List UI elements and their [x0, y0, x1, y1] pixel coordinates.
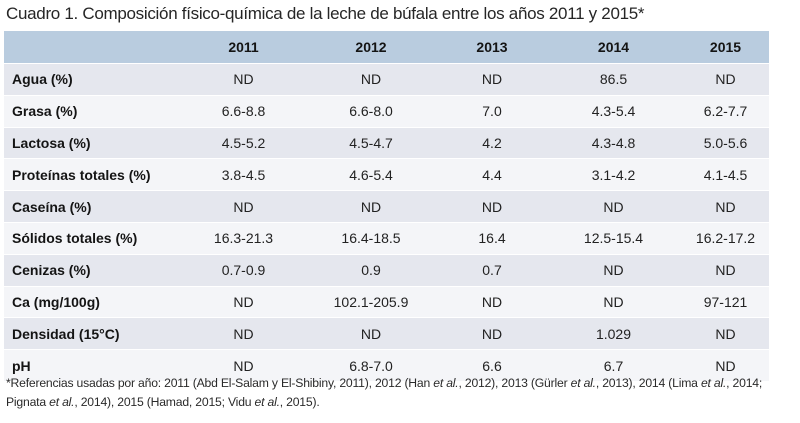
table-cell: 0.7: [439, 253, 545, 287]
row-label: pH: [4, 349, 184, 381]
footnote-text: , 2013), 2014 (Lima: [595, 376, 701, 390]
table-cell: ND: [439, 285, 545, 318]
header-cell-2014: 2014: [545, 31, 682, 64]
header-cell-2015: 2015: [682, 31, 769, 64]
table-cell: ND: [682, 253, 769, 287]
table-cell: 4.5-4.7: [303, 126, 439, 159]
table-cell: 4.3-5.4: [545, 94, 682, 128]
table-cell: 4.5-5.2: [184, 126, 303, 159]
table-cell: 0.9: [303, 253, 439, 287]
table-cell: ND: [545, 253, 682, 287]
table-cell: ND: [439, 190, 545, 223]
table-cell: 102.1-205.9: [303, 285, 439, 318]
table-cell: ND: [682, 349, 769, 381]
table-body: Agua (%) ND ND ND 86.5 ND Grasa (%) 6.6-8.8 6.6-…: [4, 63, 769, 381]
composition-table: 2011 2012 2013 2014 2015 Agua (%) ND ND ND 8…: [4, 31, 769, 381]
footnote-text: *Referencias usadas por año: 2011 (Abd E…: [6, 376, 434, 390]
table-cell: 4.2: [439, 126, 545, 159]
table-header-row: 2011 2012 2013 2014 2015: [4, 31, 769, 64]
table-cell: 5.0-5.6: [682, 126, 769, 159]
table-cell: 4.1-4.5: [682, 158, 769, 191]
table-row: Densidad (15°C) ND ND ND 1.029 ND: [4, 317, 769, 350]
table-cell: 6.6-8.8: [184, 94, 303, 128]
table-row: Lactosa (%) 4.5-5.2 4.5-4.7 4.2 4.3-4.8 5.0-5…: [4, 126, 769, 159]
footnote-text: , 2015).: [279, 395, 320, 409]
header-cell-empty: [4, 31, 184, 64]
table-cell: ND: [184, 63, 303, 96]
table-cell: ND: [303, 317, 439, 350]
footnote-etal: et al.: [49, 395, 75, 409]
header-cell-2012: 2012: [303, 31, 439, 64]
row-label: Ca (mg/100g): [4, 285, 184, 318]
footnote-text: , 2012), 2013 (Gürler: [458, 376, 571, 390]
table-cell: 4.3-4.8: [545, 126, 682, 159]
table-row: Sólidos totales (%) 16.3-21.3 16.4-18.5 16.…: [4, 221, 769, 255]
table-cell: 97-121: [682, 285, 769, 318]
table-cell: ND: [184, 190, 303, 223]
table-cell: 3.8-4.5: [184, 158, 303, 191]
row-label: Agua (%): [4, 63, 184, 96]
table-cell: 7.0: [439, 94, 545, 128]
table-cell: 12.5-15.4: [545, 221, 682, 255]
table-title: Cuadro 1. Composición físico-química de …: [6, 4, 645, 23]
table-cell: ND: [682, 190, 769, 223]
row-label: Sólidos totales (%): [4, 221, 184, 255]
footnote-etal: et al.: [433, 376, 459, 390]
table-row: Cenizas (%) 0.7-0.9 0.9 0.7 ND ND: [4, 253, 769, 287]
table-cell: 6.6: [439, 349, 545, 381]
table-cell: 6.6-8.0: [303, 94, 439, 128]
table-cell: ND: [439, 63, 545, 96]
table-cell: 4.4: [439, 158, 545, 191]
table-cell: ND: [439, 317, 545, 350]
table-cell: 0.7-0.9: [184, 253, 303, 287]
table-cell: ND: [303, 63, 439, 96]
row-label: Densidad (15°C): [4, 317, 184, 350]
references-footnote: *Referencias usadas por año: 2011 (Abd E…: [6, 374, 794, 412]
table-row: Proteínas totales (%) 3.8-4.5 4.6-5.4 4.4 3.…: [4, 158, 769, 191]
table-cell: 16.4: [439, 221, 545, 255]
table-cell: ND: [545, 285, 682, 318]
table-cell: ND: [545, 190, 682, 223]
row-label: Proteínas totales (%): [4, 158, 184, 191]
table-row: Caseína (%) ND ND ND ND ND: [4, 190, 769, 223]
table-cell: 6.7: [545, 349, 682, 381]
footnote-text: , 2014), 2015 (Hamad, 2015; Vidu: [74, 395, 255, 409]
footnote-etal: et al.: [254, 395, 280, 409]
row-label: Grasa (%): [4, 94, 184, 128]
table-cell: ND: [184, 285, 303, 318]
table-cell: 1.029: [545, 317, 682, 350]
row-label: Caseína (%): [4, 190, 184, 223]
table-row: Grasa (%) 6.6-8.8 6.6-8.0 7.0 4.3-5.4 6.2-7.7: [4, 94, 769, 128]
table-cell: 4.6-5.4: [303, 158, 439, 191]
table-cell: 6.8-7.0: [303, 349, 439, 381]
table-cell: 16.3-21.3: [184, 221, 303, 255]
row-label: Lactosa (%): [4, 126, 184, 159]
table-cell: 6.2-7.7: [682, 94, 769, 128]
footnote-etal: et al.: [570, 376, 596, 390]
row-label: Cenizas (%): [4, 253, 184, 287]
footnote-text: , 2014; Pignata: [6, 376, 763, 409]
header-cell-2011: 2011: [184, 31, 303, 64]
table-row: pH ND 6.8-7.0 6.6 6.7 ND: [4, 349, 769, 381]
table-cell: 16.4-18.5: [303, 221, 439, 255]
header-cell-2013: 2013: [439, 31, 545, 64]
footnote-etal: et al.: [700, 376, 727, 390]
composition-table-container: 2011 2012 2013 2014 2015 Agua (%) ND ND ND 8…: [4, 31, 769, 381]
table-cell: ND: [682, 317, 769, 350]
table-cell: ND: [184, 349, 303, 381]
table-cell: ND: [303, 190, 439, 223]
table-row: Ca (mg/100g) ND 102.1-205.9 ND ND 97-121: [4, 285, 769, 318]
table-cell: 3.1-4.2: [545, 158, 682, 191]
table-row: Agua (%) ND ND ND 86.5 ND: [4, 63, 769, 96]
table-cell: ND: [682, 63, 769, 96]
table-cell: 86.5: [545, 63, 682, 96]
table-cell: ND: [184, 317, 303, 350]
table-cell: 16.2-17.2: [682, 221, 769, 255]
